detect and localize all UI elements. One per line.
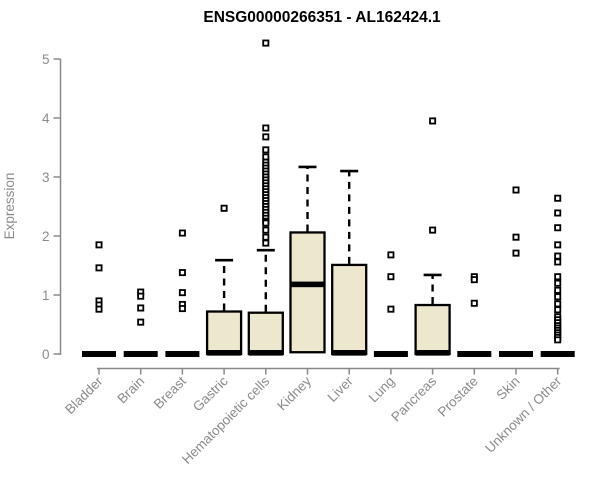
x-category-label: Unknown / Other bbox=[482, 373, 565, 456]
outlier-point bbox=[262, 133, 270, 141]
outlier-point bbox=[95, 305, 103, 313]
box-gastric bbox=[205, 310, 243, 356]
median-line bbox=[248, 350, 283, 356]
median-line bbox=[207, 350, 242, 356]
box-hematopoietic-cells bbox=[247, 311, 284, 356]
outlier-point bbox=[554, 286, 562, 294]
y-tick-label: 2 bbox=[42, 229, 50, 244]
outlier-point bbox=[387, 251, 395, 259]
outlier-point bbox=[95, 241, 103, 249]
x-category-label: Brain bbox=[114, 374, 147, 407]
outlier-point bbox=[262, 39, 270, 47]
outlier-point bbox=[262, 124, 270, 132]
outlier-point bbox=[512, 186, 520, 194]
y-tick-label: 3 bbox=[42, 170, 50, 185]
outlier-point bbox=[470, 299, 478, 307]
x-category-label: Breast bbox=[151, 373, 189, 411]
outlier-point bbox=[137, 304, 145, 312]
outlier-point bbox=[554, 241, 562, 249]
collapsed-box-lung bbox=[373, 351, 408, 357]
collapsed-box-breast bbox=[165, 351, 200, 357]
collapsed-box-bladder bbox=[82, 351, 116, 357]
chart-title: ENSG00000266351 - AL162424.1 bbox=[203, 9, 441, 26]
outlier-point bbox=[178, 305, 186, 313]
outlier-point bbox=[512, 249, 520, 257]
box-group-hematopoietic-cells bbox=[247, 39, 284, 356]
box-group-kidney bbox=[289, 165, 326, 354]
outlier-point bbox=[387, 273, 395, 281]
box-group-breast bbox=[165, 229, 200, 357]
outlier-point bbox=[178, 229, 186, 237]
box-group-bladder bbox=[82, 241, 116, 357]
outlier-point bbox=[262, 239, 270, 247]
outlier-point bbox=[470, 276, 478, 284]
collapsed-box-skin bbox=[499, 351, 533, 357]
outlier-point bbox=[554, 252, 562, 260]
box-group-lung bbox=[373, 251, 408, 357]
outlier-point bbox=[554, 194, 562, 202]
outlier-point bbox=[554, 273, 562, 281]
y-tick-label: 0 bbox=[42, 347, 50, 362]
outlier-point bbox=[554, 293, 562, 301]
box-kidney bbox=[289, 231, 326, 354]
median-line bbox=[290, 281, 325, 288]
outlier-point bbox=[262, 233, 270, 241]
y-tick-label: 1 bbox=[42, 288, 50, 303]
outlier-point bbox=[554, 300, 562, 308]
median-line bbox=[332, 350, 367, 356]
box-group-pancreas bbox=[414, 117, 451, 356]
box-group-brain bbox=[123, 288, 158, 357]
outlier-point bbox=[429, 226, 437, 234]
box-pancreas bbox=[414, 303, 451, 356]
outlier-point bbox=[387, 305, 395, 313]
x-category-label: Bladder bbox=[62, 373, 106, 417]
x-category-label: Gastric bbox=[190, 373, 231, 414]
box-group-gastric bbox=[205, 204, 243, 356]
outlier-point bbox=[554, 209, 562, 217]
box-group-liver bbox=[331, 169, 368, 356]
collapsed-box-prostate bbox=[457, 351, 492, 357]
outlier-point bbox=[95, 264, 103, 272]
median-line bbox=[415, 350, 450, 356]
x-category-label: Pancreas bbox=[388, 373, 439, 424]
x-category-label: Skin bbox=[493, 374, 522, 403]
box-group-skin bbox=[499, 186, 533, 357]
outlier-point bbox=[554, 224, 562, 232]
outlier-point bbox=[554, 336, 562, 344]
outlier-point bbox=[220, 204, 228, 212]
y-axis-title: Expression bbox=[2, 173, 17, 240]
x-category-label: Liver bbox=[325, 373, 357, 405]
x-category-label: Prostate bbox=[435, 374, 481, 420]
outlier-point bbox=[262, 219, 270, 227]
outlier-point bbox=[137, 292, 145, 300]
outlier-point bbox=[262, 226, 270, 234]
y-tick-label: 4 bbox=[42, 111, 50, 126]
outlier-point bbox=[262, 146, 270, 154]
collapsed-box-brain bbox=[123, 351, 158, 357]
outlier-point bbox=[178, 289, 186, 297]
box-liver bbox=[331, 263, 368, 356]
x-category-label: Lung bbox=[366, 374, 398, 406]
box-group-prostate bbox=[457, 273, 492, 357]
collapsed-box-unknown-other bbox=[540, 351, 575, 357]
outlier-point bbox=[429, 117, 437, 125]
outlier-point bbox=[512, 233, 520, 241]
x-category-label: Kidney bbox=[274, 373, 314, 413]
outlier-point bbox=[137, 318, 145, 326]
outlier-point bbox=[554, 306, 562, 314]
y-tick-label: 5 bbox=[42, 52, 50, 67]
box-group-unknown-other bbox=[540, 194, 575, 357]
outlier-point bbox=[178, 269, 186, 277]
outlier-point bbox=[554, 258, 562, 266]
outlier-point bbox=[554, 279, 562, 287]
